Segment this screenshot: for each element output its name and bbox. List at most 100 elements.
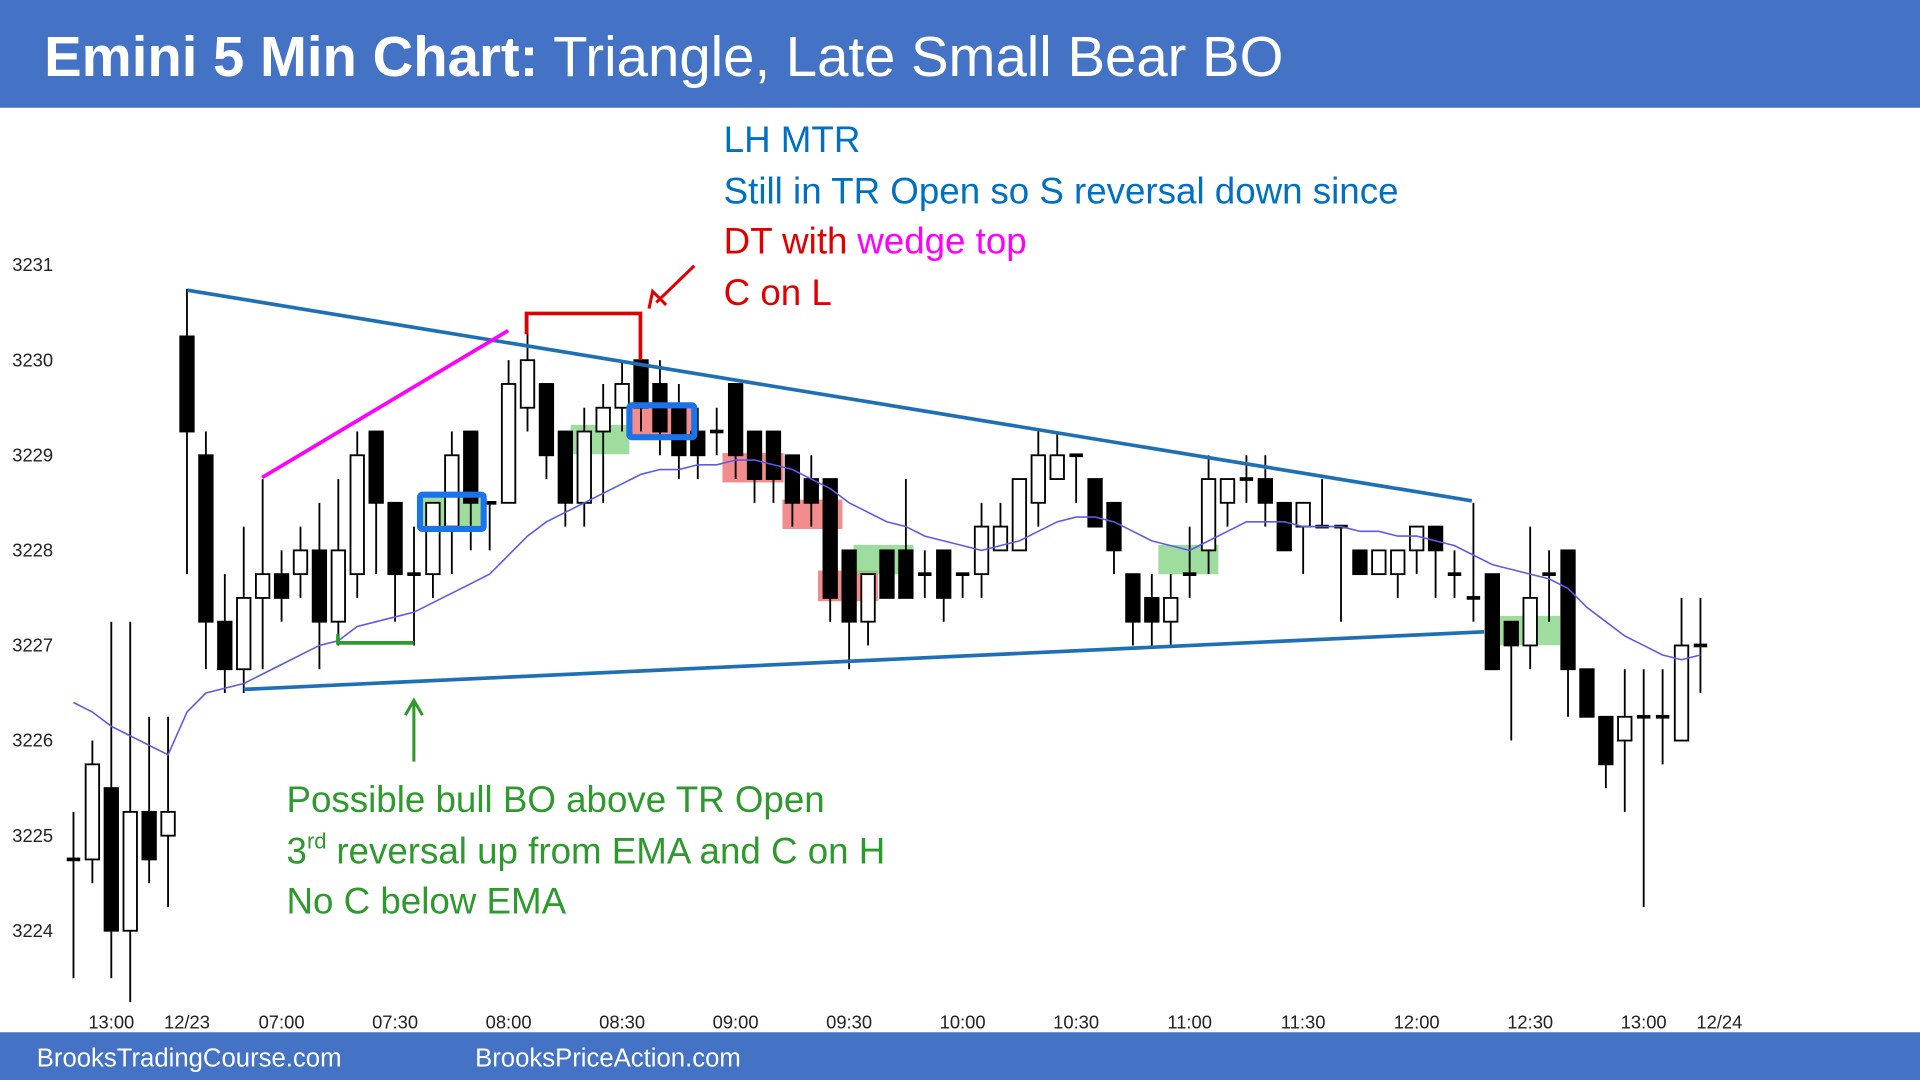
x-tick-label: 10:30 (1053, 1012, 1099, 1033)
candle-body (1484, 573, 1500, 671)
candle-body (122, 810, 138, 932)
x-tick-label: 12/24 (1696, 1012, 1742, 1033)
candle-body (936, 549, 952, 599)
y-tick-label: 3225 (12, 825, 53, 846)
note-dt: DT with wedge top (724, 220, 1027, 261)
x-tick-label: 07:00 (259, 1012, 305, 1033)
candle-body (1295, 501, 1311, 528)
candle-body (1409, 525, 1425, 552)
note-c-on-l: C on L (724, 272, 832, 313)
candle-body (784, 454, 801, 504)
candle-body (368, 430, 384, 504)
candle-body (1427, 525, 1444, 552)
x-tick-label: 09:00 (713, 1012, 759, 1033)
candle-body (463, 430, 479, 504)
footer-band (0, 1032, 1920, 1080)
candle-body (330, 549, 346, 623)
candle-body (765, 430, 782, 480)
candle-body (1011, 478, 1028, 552)
candle-body (198, 454, 214, 623)
green-arrowhead (403, 697, 424, 716)
candle-body (179, 335, 195, 433)
blue-box (626, 402, 698, 441)
green-bracket (336, 634, 414, 645)
x-tick-label: 12:00 (1394, 1012, 1440, 1033)
note-dt-part: DT with (724, 220, 848, 261)
triangle-top (187, 288, 1473, 503)
candle-body (803, 478, 819, 504)
blue-box (416, 491, 487, 533)
y-tick-label: 3229 (12, 444, 53, 465)
x-tick-label: 13:00 (88, 1012, 134, 1033)
note-bull-bo: Possible bull BO above TR Open (287, 779, 825, 820)
candle-body (822, 478, 838, 599)
candle-body (1673, 644, 1690, 742)
footer-left: BrooksTradingCourse.com (37, 1045, 342, 1073)
x-tick-label: 09:30 (826, 1012, 872, 1033)
candle-body (444, 454, 460, 528)
candle-body (595, 406, 611, 433)
y-tick-label: 3227 (12, 635, 53, 656)
candle-body (1163, 596, 1179, 623)
candle-body (255, 573, 271, 599)
double-top (524, 311, 643, 360)
y-tick-label: 3226 (12, 730, 53, 751)
candle-body (898, 549, 914, 599)
note-wedge: wedge top (856, 220, 1026, 261)
candle-body (1522, 596, 1538, 647)
candle-body (425, 501, 441, 576)
note-third-rest: reversal up from EMA and C on H (336, 830, 885, 871)
candle-body (1125, 573, 1141, 623)
highlight-boxes (422, 405, 1560, 646)
candle-body (1087, 478, 1103, 528)
x-tick-label: 11:00 (1167, 1012, 1212, 1033)
y-tick-label: 3228 (12, 539, 53, 560)
candle-body (614, 383, 630, 409)
candle-body (841, 549, 857, 623)
candle-body (1200, 478, 1217, 552)
triangle-bottom (243, 630, 1485, 692)
header-band (0, 0, 1920, 108)
x-tick-label: 10:00 (940, 1012, 986, 1033)
candle-body (1390, 549, 1406, 576)
candle-body (1219, 478, 1236, 504)
x-tick-label: 07:30 (372, 1012, 418, 1033)
candle-body (1106, 501, 1122, 552)
candle-body (879, 549, 895, 599)
candle-body (103, 787, 119, 932)
title: Emini 5 Min Chart: Triangle, Late Small B… (44, 25, 1283, 88)
y-tick-label: 3230 (12, 349, 53, 370)
candle-body (236, 596, 252, 671)
candle-body (727, 383, 744, 457)
y-tick-label: 3224 (12, 920, 53, 941)
candle-body (273, 573, 290, 599)
note-no-c: No C below EMA (287, 880, 567, 921)
candle-body (1257, 478, 1273, 504)
candle-body (349, 454, 365, 576)
candle-body (576, 430, 592, 504)
candle-body (860, 573, 876, 623)
y-tick-label: 3231 (12, 254, 53, 275)
candle-body (141, 810, 157, 861)
candle-body (217, 620, 233, 671)
candle-body (1144, 596, 1160, 623)
candle-body (1579, 668, 1595, 718)
candle-body (557, 430, 574, 504)
candle-body (1030, 454, 1046, 504)
x-tick-label: 08:30 (599, 1012, 645, 1033)
title-rest: Triangle, Late Small Bear BO (553, 25, 1283, 88)
footer-right: BrooksPriceAction.com (475, 1045, 741, 1073)
x-tick-label: 08:00 (486, 1012, 532, 1033)
note-still: Still in TR Open so S reversal down sinc… (724, 170, 1399, 211)
red-arrow (655, 264, 696, 304)
candle-body (671, 406, 687, 457)
candle-body (538, 383, 555, 457)
candle-body (746, 430, 763, 480)
candle-body (633, 359, 649, 409)
note-third-num: 3 (287, 830, 307, 871)
candle-body (1352, 549, 1368, 576)
x-tick-label: 12:30 (1507, 1012, 1553, 1033)
candle-body (387, 501, 403, 576)
note-third: 3rd reversal up from EMA and C on H (287, 829, 886, 872)
